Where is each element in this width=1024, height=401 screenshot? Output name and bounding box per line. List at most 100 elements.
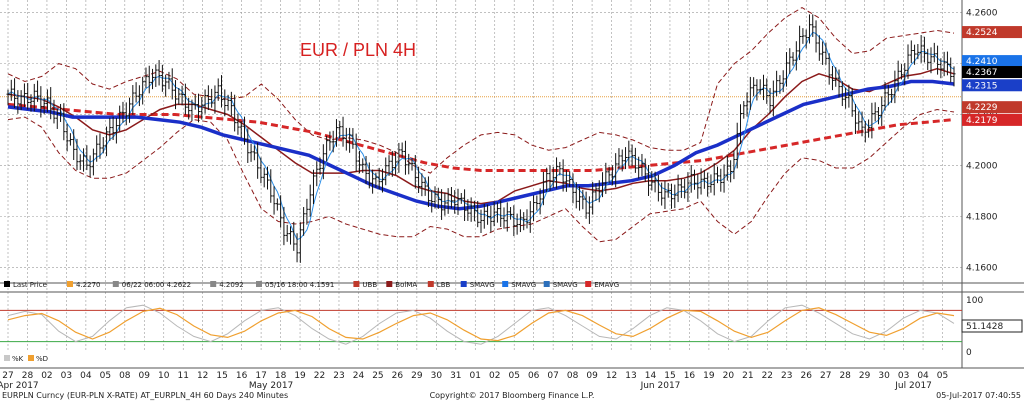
last-value-badge — [962, 79, 1022, 92]
legend-label: SMAVG — [553, 281, 578, 289]
x-tick-label: 21 — [742, 371, 753, 381]
last-value-text: 4.2315 — [966, 81, 998, 91]
x-tick-label: 23 — [781, 371, 792, 381]
x-tick-label: 13 — [625, 371, 636, 381]
last-value-badge — [962, 26, 1022, 39]
sub-last-value-badge — [961, 319, 1023, 333]
x-tick-label: 30 — [431, 371, 443, 381]
sub-legend-swatch — [28, 355, 34, 361]
x-tick-label: 01 — [470, 371, 481, 381]
main-legend: Last Price 4.2270 06/22 06:00 4.2622 4.2092… — [4, 281, 619, 289]
stochastic-d-line — [7, 307, 955, 342]
x-tick-label: 26 — [392, 371, 404, 381]
legend-label: Last Price — [13, 281, 47, 289]
legend-swatch — [585, 281, 592, 287]
legend-swatch — [353, 281, 360, 287]
legend-swatch — [427, 281, 434, 287]
x-tick-label: 04 — [917, 371, 929, 381]
x-tick-label: 10 — [158, 371, 170, 381]
x-tick-label: 17 — [255, 371, 266, 381]
legend-label: EMAVG — [594, 281, 619, 289]
last-value-badge — [962, 113, 1022, 126]
x-tick-label: 03 — [898, 371, 909, 381]
y-tick-label: 4.2600 — [966, 9, 998, 19]
x-tick-label: 29 — [411, 371, 423, 381]
legend-swatch — [256, 281, 262, 287]
sub-legend-label: %K — [12, 355, 24, 363]
ema-line — [7, 102, 955, 172]
legend-label: 05/16 18:00 4.1591 — [265, 281, 334, 289]
legend-label: LBB — [437, 281, 451, 289]
stochastic-k-line — [7, 304, 955, 345]
x-tick-label: 18 — [275, 371, 287, 381]
legend-label: 4.2270 — [76, 281, 101, 289]
chart-title: EUR / PLN 4H — [300, 40, 416, 60]
x-tick-label: 29 — [859, 371, 871, 381]
legend-swatch — [210, 281, 217, 287]
x-tick-label: 04 — [80, 371, 92, 381]
month-label: Jul 2017 — [894, 381, 932, 391]
x-tick-label: 12 — [606, 371, 617, 381]
x-tick-label: 28 — [22, 371, 34, 381]
x-tick-label: 05 — [508, 371, 519, 381]
legend-label: SMAVG — [511, 281, 536, 289]
x-tick-label: 03 — [61, 371, 72, 381]
x-tick-label: 20 — [723, 371, 735, 381]
legend-label: SMAVG — [470, 281, 495, 289]
sub-legend-label: %D — [36, 355, 48, 363]
x-tick-label: 24 — [353, 371, 365, 381]
x-tick-label: 22 — [314, 371, 325, 381]
bollinger-bands — [7, 7, 955, 243]
x-tick-label: 19 — [294, 371, 306, 381]
legend-swatch — [543, 281, 550, 287]
x-tick-label: 12 — [197, 371, 208, 381]
x-tick-label: 07 — [547, 371, 558, 381]
x-tick-label: 31 — [450, 371, 461, 381]
x-tick-label: 26 — [801, 371, 813, 381]
legend-label: 06/22 06:00 4.2622 — [122, 281, 191, 289]
grid — [0, 0, 1024, 368]
legend-swatch — [460, 281, 467, 287]
y-tick-label: 4.1600 — [966, 263, 998, 273]
footer-right: 05-Jul-2017 07:40:55 — [936, 391, 1021, 400]
legend-label: BolMA — [395, 281, 417, 289]
x-tick-label: 25 — [372, 371, 383, 381]
x-tick-label: 27 — [820, 371, 831, 381]
stochastic-panel: 05010051.1428%K%D — [0, 296, 1023, 363]
x-tick-label: 08 — [567, 371, 579, 381]
y-tick-label: 4.2000 — [966, 161, 998, 171]
legend-swatch — [502, 281, 509, 287]
x-tick-label: 05 — [100, 371, 111, 381]
legend-swatch — [4, 281, 10, 287]
x-tick-label: 22 — [762, 371, 773, 381]
last-value-text: 4.2410 — [966, 57, 998, 67]
x-tick-label: 09 — [139, 371, 151, 381]
last-value-text: 4.2229 — [966, 103, 998, 113]
bollinger-ma-line — [7, 67, 955, 205]
x-tick-label: 27 — [2, 371, 13, 381]
x-tick-label: 28 — [839, 371, 851, 381]
legend-swatch — [386, 281, 393, 287]
sub-last-value-text: 51.1428 — [966, 322, 1003, 332]
x-tick-label: 05 — [937, 371, 948, 381]
last-value-text: 4.2524 — [966, 28, 998, 38]
x-tick-label: 23 — [333, 371, 344, 381]
sub-y-tick-label: 0 — [966, 348, 972, 358]
x-tick-label: 08 — [119, 371, 131, 381]
sub-legend-swatch — [4, 355, 10, 361]
legend-swatch — [67, 281, 73, 287]
x-tick-label: 02 — [41, 371, 52, 381]
x-tick-label: 11 — [177, 371, 188, 381]
x-tick-label: 15 — [216, 371, 227, 381]
month-label: Apr 2017 — [0, 381, 39, 391]
legend-label: 4.2092 — [219, 281, 244, 289]
legend-label: UBB — [362, 281, 377, 289]
last-value-badge — [962, 66, 1022, 79]
y-tick-label: 4.1800 — [966, 212, 998, 222]
last-value-text: 4.2179 — [966, 116, 998, 126]
x-tick-label: 16 — [684, 371, 696, 381]
x-tick-label: 14 — [645, 371, 657, 381]
month-label: May 2017 — [249, 381, 293, 391]
x-tick-label: 16 — [236, 371, 248, 381]
